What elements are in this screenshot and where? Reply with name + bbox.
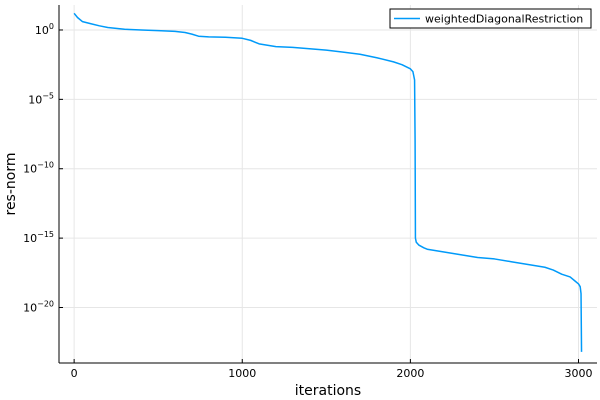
x-tick-label: 3000 <box>565 367 593 380</box>
axes <box>58 5 597 364</box>
legend-box <box>389 8 592 29</box>
x-tick-label: 1000 <box>228 367 256 380</box>
y-tick-label: 10−10 <box>23 161 54 176</box>
y-tick-label: 100 <box>35 22 54 37</box>
y-tick-label: 10−5 <box>28 91 54 106</box>
x-axis-label: iterations <box>295 383 361 399</box>
y-tick-label: 10−20 <box>23 299 54 314</box>
x-tick-label: 2000 <box>396 367 424 380</box>
y-tick-label: 10−15 <box>23 230 54 245</box>
legend-label-weighted-diagonal-restriction: weightedDiagonalRestriction <box>425 13 583 26</box>
y-axis-label: res-norm <box>3 153 19 216</box>
x-tick-label: 0 <box>71 367 78 380</box>
x-ticks: 0 1000 2000 3000 <box>71 359 593 380</box>
grid <box>59 5 597 363</box>
legend: weightedDiagonalRestriction <box>389 8 592 29</box>
series-layer <box>73 12 583 352</box>
series-line-0 <box>73 12 583 352</box>
y-ticks: 100 10−5 10−10 10−15 10−20 <box>23 22 63 314</box>
